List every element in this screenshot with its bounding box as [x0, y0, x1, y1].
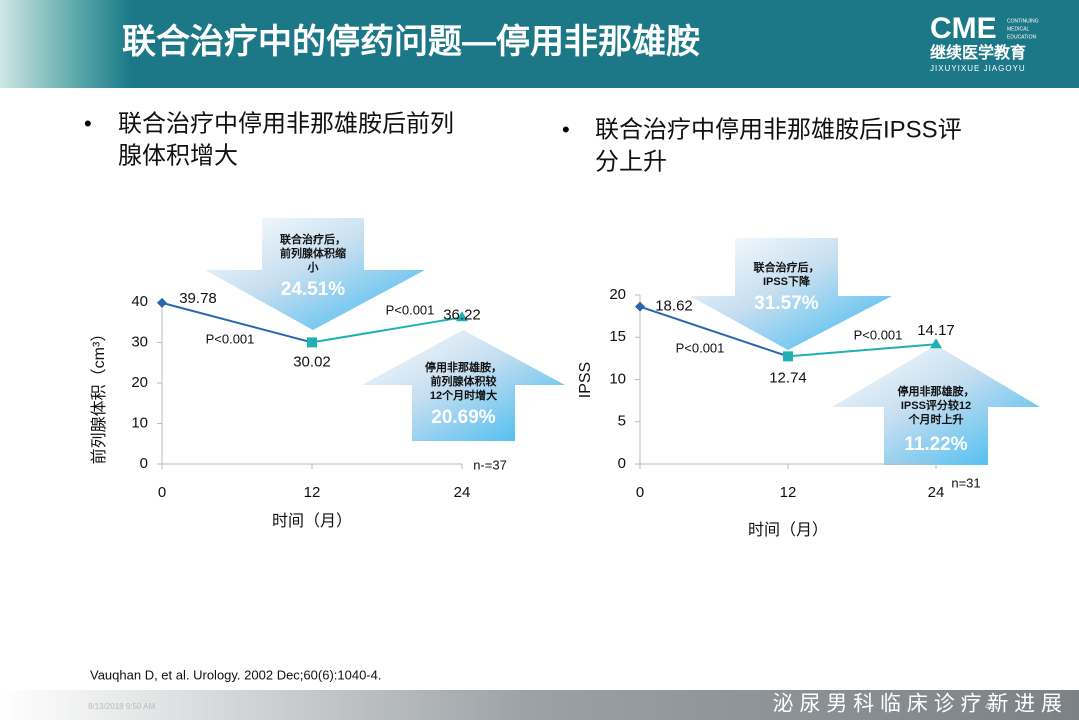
line-segment [311, 316, 463, 344]
header-image [0, 0, 130, 88]
line-segment [639, 305, 789, 358]
callout-value: 11.22% [904, 434, 967, 455]
y-tick-label: 20 [131, 374, 148, 391]
annotation: n=31 [951, 475, 980, 490]
callout-text: 停用非那雄胺， [898, 384, 975, 398]
x-tick-label: 12 [304, 484, 321, 501]
x-axis-label: 时间（月） [272, 512, 352, 530]
callout-arrow [690, 238, 892, 350]
callout-text: 个月时上升 [908, 412, 964, 426]
callout-text: IPSS下降 [763, 274, 811, 288]
slide-title: 联合治疗中的停药问题—停用非那雄胺 [122, 23, 700, 61]
callout-text: 联合治疗后， [280, 232, 346, 246]
logo-small: CONTINUING [1007, 18, 1039, 24]
callout-text: 小 [307, 260, 319, 274]
y-tick-label: 5 [618, 413, 626, 430]
marker [307, 337, 317, 348]
logo-pinyin: JIXUYIXUE JIAGOYU [930, 64, 1026, 73]
bullet-dot: • [562, 117, 570, 142]
marker [635, 301, 645, 312]
data-label: 36.22 [443, 306, 481, 323]
data-label: 14.17 [917, 322, 955, 339]
y-tick-label: 15 [609, 328, 626, 345]
x-tick-label: 0 [636, 484, 644, 501]
callout-text: 停用非那雄胺， [425, 360, 502, 374]
header-bar [0, 0, 1079, 88]
callout-text: 12个月时增大 [430, 388, 497, 402]
y-tick-label: 0 [140, 455, 148, 472]
callout-text: IPSS评分较12 [901, 398, 971, 412]
logo-small: MEDICAL [1007, 26, 1029, 32]
callout-arrow [362, 330, 565, 441]
bullet-text: 联合治疗中停用非那雄胺后IPSS评 [595, 116, 962, 143]
data-label: 18.62 [655, 298, 693, 315]
x-tick-label: 24 [454, 484, 471, 501]
x-tick-label: 0 [158, 484, 166, 501]
marker [456, 311, 468, 322]
logo-cn: 继续医学教育 [930, 43, 1026, 62]
footer-bar [0, 690, 1079, 720]
data-label: 39.78 [179, 290, 217, 307]
callout-value: 31.57% [754, 293, 819, 314]
annotation: P<0.001 [854, 327, 903, 342]
marker [930, 338, 942, 349]
callout-arrow [205, 218, 425, 330]
bullet-text: 腺体积增大 [118, 142, 238, 169]
bullet-dot: • [84, 111, 92, 136]
bullet-text: 联合治疗中停用非那雄胺后前列 [118, 110, 454, 137]
x-tick-label: 12 [780, 484, 797, 501]
annotation: P<0.001 [386, 302, 435, 317]
annotation: n-=37 [473, 457, 507, 472]
y-tick-label: 40 [131, 293, 148, 310]
callout-text: 联合治疗后， [754, 260, 820, 274]
y-axis-label: 前列腺体积（cm³） [90, 326, 108, 465]
y-tick-label: 10 [609, 370, 626, 387]
x-tick-label: 24 [928, 484, 945, 501]
data-label: 30.02 [293, 353, 331, 370]
y-tick-label: 10 [131, 414, 148, 431]
y-axis-label: IPSS [577, 362, 594, 398]
callout-value: 20.69% [431, 407, 496, 428]
callout-text: 前列腺体积较 [431, 374, 497, 388]
citation: Vauqhan D, et al. Urology. 2002 Dec;60(6… [90, 667, 381, 682]
annotation: P<0.001 [676, 340, 725, 355]
logo: CME [930, 12, 997, 45]
line-segment [161, 301, 313, 344]
data-label: 12.74 [769, 369, 807, 386]
callout-value: 24.51% [281, 279, 346, 300]
page-number: 46 [985, 702, 994, 711]
line-segment [787, 343, 937, 358]
marker [157, 297, 167, 308]
bullet-text: 分上升 [595, 148, 667, 175]
x-axis-label: 时间（月） [748, 521, 828, 539]
y-tick-label: 20 [609, 286, 626, 303]
logo-small: EDUCATION [1007, 34, 1036, 40]
footer-date: 8/13/2018 9:50 AM [88, 702, 156, 711]
footer-banner: 泌 尿 男 科 临 床 诊 疗 新 进 展 [773, 693, 1062, 716]
marker [783, 351, 793, 362]
y-tick-label: 30 [131, 333, 148, 350]
annotation: P<0.001 [206, 331, 255, 346]
callout-text: 前列腺体积缩 [280, 246, 346, 260]
y-tick-label: 0 [618, 455, 626, 472]
callout-arrow [832, 345, 1040, 465]
